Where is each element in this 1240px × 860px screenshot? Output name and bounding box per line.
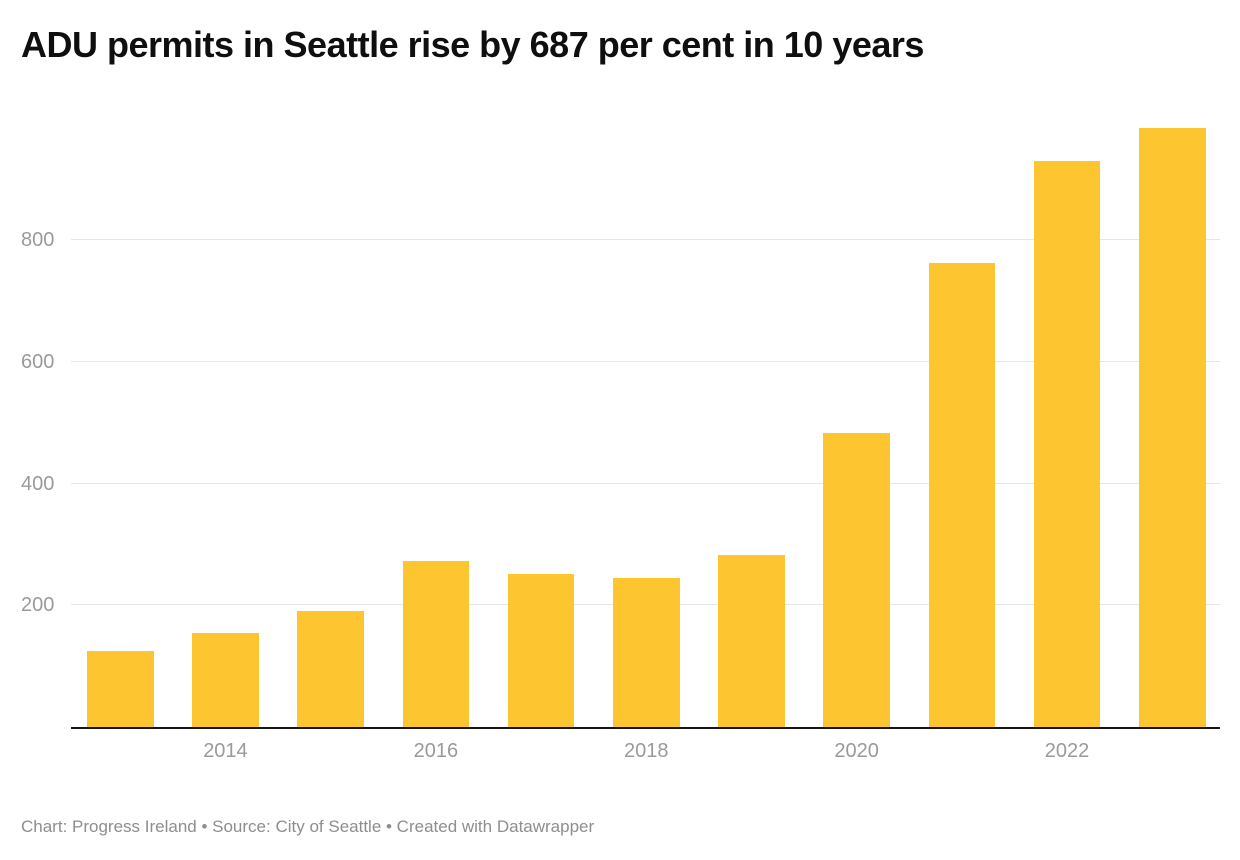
x-tick-label-2016: 2016 xyxy=(413,740,459,762)
bar-2022 xyxy=(1033,161,1101,727)
y-tick-label-200: 200 xyxy=(21,594,55,617)
gridline-800 xyxy=(71,239,1220,241)
bar-2014 xyxy=(192,632,259,727)
x-tick-label-2018: 2018 xyxy=(624,740,669,762)
chart-title: ADU permits in Seattle rise by 687 per c… xyxy=(21,24,924,65)
x-tick-label-2020: 2020 xyxy=(834,740,879,762)
bar-2013 xyxy=(87,650,154,727)
gridline-600 xyxy=(71,361,1220,363)
x-axis-line xyxy=(71,726,1220,729)
bar-2021 xyxy=(928,263,996,727)
bar-2023 xyxy=(1139,128,1206,727)
bar-2015 xyxy=(297,611,364,727)
x-tick-label-2022: 2022 xyxy=(1044,740,1090,762)
bar-2019 xyxy=(718,554,785,727)
bar-2018 xyxy=(613,577,680,727)
x-tick-label-2014: 2014 xyxy=(203,740,248,762)
bar-2016 xyxy=(402,560,470,727)
bar-2020 xyxy=(823,433,890,727)
bar-2017 xyxy=(507,574,575,727)
gridline-400 xyxy=(71,482,1220,484)
chart-footer: Chart: Progress Ireland • Source: City o… xyxy=(21,817,595,836)
y-tick-label-600: 600 xyxy=(21,351,55,374)
y-tick-label-800: 800 xyxy=(21,229,55,252)
y-tick-label-400: 400 xyxy=(21,472,55,495)
plot-area xyxy=(71,115,1220,729)
